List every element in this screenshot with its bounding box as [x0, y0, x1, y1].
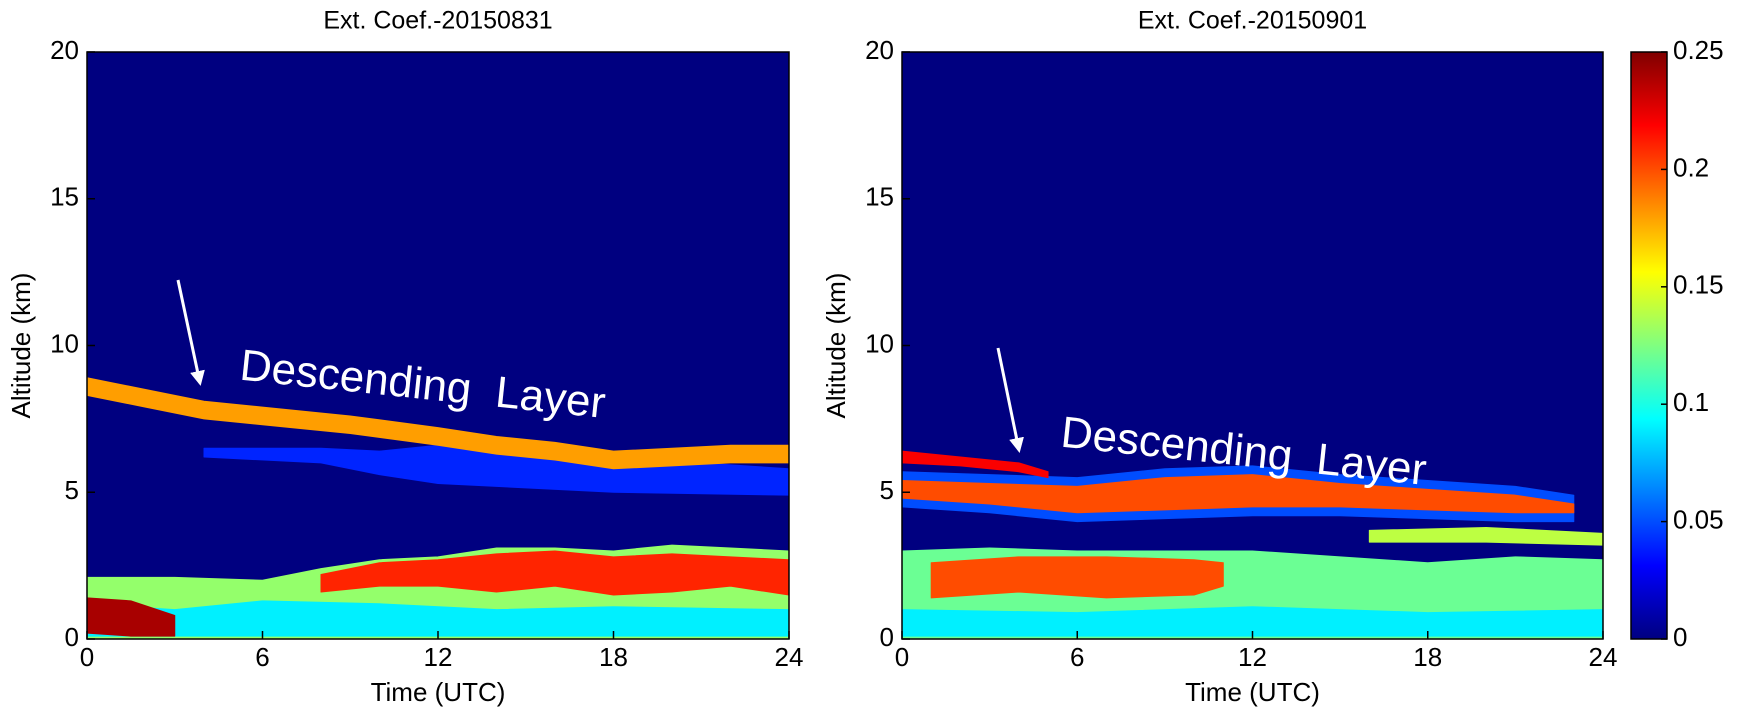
y-axis-label: Altitude (km): [6, 273, 36, 419]
y-tick-label: 20: [865, 35, 894, 65]
colorbar-tick-label: 0.05: [1673, 504, 1724, 534]
y-tick-label: 0: [65, 622, 79, 652]
x-tick-label: 18: [1413, 642, 1442, 672]
annotation-arrow: [176, 279, 205, 386]
y-axis-label: Altitude (km): [821, 273, 851, 419]
x-tick-label: 0: [895, 642, 909, 672]
extinction-layer: [930, 556, 1224, 599]
heatmap-background: [87, 52, 789, 639]
y-tick-label: 15: [865, 182, 894, 212]
y-tick-label: 5: [880, 475, 894, 505]
annotation-arrow: [996, 347, 1024, 453]
chart-title: Ext. Coef.-20150901: [1138, 7, 1367, 35]
colorbar: [1631, 52, 1667, 639]
x-axis-label: Time (UTC): [1185, 677, 1320, 707]
extinction-layer: [901, 474, 1575, 514]
x-tick-label: 6: [1070, 642, 1084, 672]
x-tick-label: 12: [1238, 642, 1267, 672]
y-tick-label: 20: [50, 35, 79, 65]
chart-title: Ext. Coef.-20150831: [323, 7, 552, 35]
x-tick-label: 12: [424, 642, 453, 672]
colorbar-tick-label: 0.15: [1673, 270, 1724, 300]
x-tick-label: 24: [1589, 642, 1618, 672]
x-axis-label: Time (UTC): [371, 677, 506, 707]
y-tick-label: 0: [880, 622, 894, 652]
extinction-layer: [901, 450, 1049, 479]
colorbar-tick-label: 0.2: [1673, 152, 1709, 182]
y-tick-label: 5: [65, 475, 79, 505]
y-tick-label: 15: [50, 182, 79, 212]
x-tick-label: 0: [80, 642, 94, 672]
x-tick-label: 24: [775, 642, 804, 672]
colorbar-tick-label: 0.25: [1673, 35, 1724, 65]
y-tick-label: 10: [865, 328, 894, 358]
colorbar-tick-label: 0.1: [1673, 387, 1709, 417]
x-tick-label: 18: [599, 642, 628, 672]
y-tick-label: 10: [50, 328, 79, 358]
colorbar-frame: [1630, 51, 1668, 640]
x-tick-label: 6: [255, 642, 269, 672]
colorbar-tick-label: 0: [1673, 622, 1687, 652]
